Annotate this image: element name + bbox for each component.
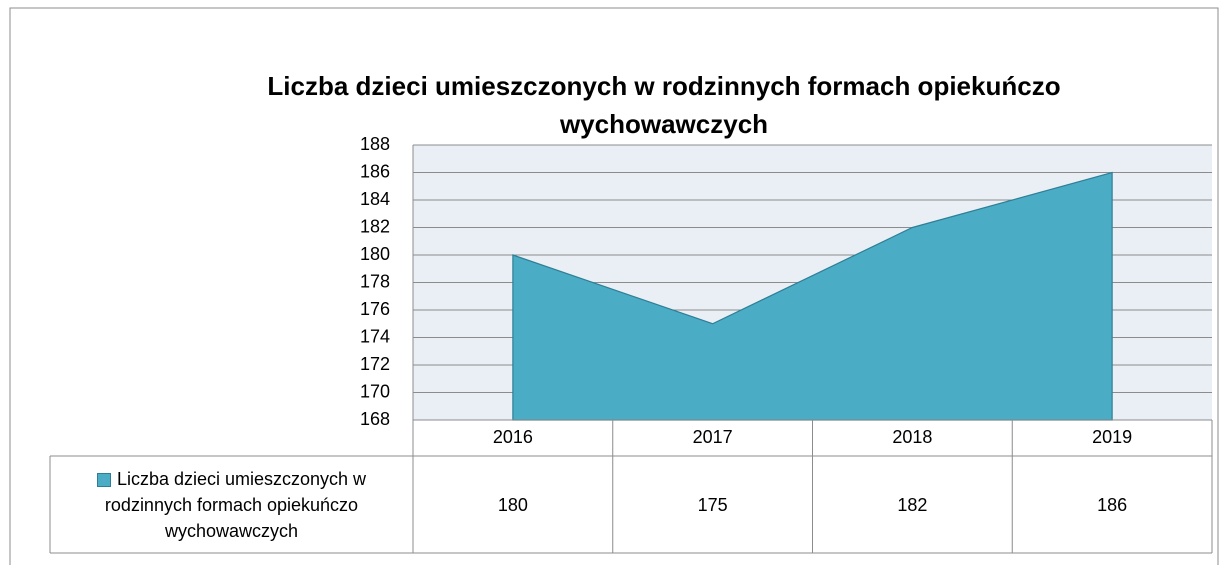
table-value: 182 xyxy=(897,495,927,515)
y-tick-label: 176 xyxy=(360,299,390,319)
y-tick-label: 186 xyxy=(360,161,390,181)
y-tick-label: 188 xyxy=(360,134,390,154)
y-tick-label: 178 xyxy=(360,271,390,291)
legend: Liczba dzieci umieszczonych w rodzinnych… xyxy=(52,458,411,551)
y-tick-label: 172 xyxy=(360,354,390,374)
table-value: 180 xyxy=(498,495,528,515)
y-tick-label: 170 xyxy=(360,381,390,401)
table-value: 175 xyxy=(698,495,728,515)
chart-title: Liczba dzieci umieszczonych w rodzinnych… xyxy=(267,71,1060,139)
y-tick-label: 182 xyxy=(360,216,390,236)
x-tick-label: 2016 xyxy=(493,427,533,447)
x-tick-label: 2018 xyxy=(892,427,932,447)
y-tick-label: 174 xyxy=(360,326,390,346)
y-tick-label: 168 xyxy=(360,409,390,429)
x-tick-label: 2019 xyxy=(1092,427,1132,447)
table-value: 186 xyxy=(1097,495,1127,515)
legend-swatch xyxy=(96,472,111,487)
x-tick-label: 2017 xyxy=(693,427,733,447)
y-tick-label: 180 xyxy=(360,244,390,264)
legend-label: Liczba dzieci umieszczonych w rodzinnych… xyxy=(104,468,367,541)
y-tick-label: 184 xyxy=(360,189,390,209)
legend-entry: Liczba dzieci umieszczonych w rodzinnych… xyxy=(62,466,402,544)
chart-title-text: Liczba dzieci umieszczonych w rodzinnych… xyxy=(267,71,1060,139)
